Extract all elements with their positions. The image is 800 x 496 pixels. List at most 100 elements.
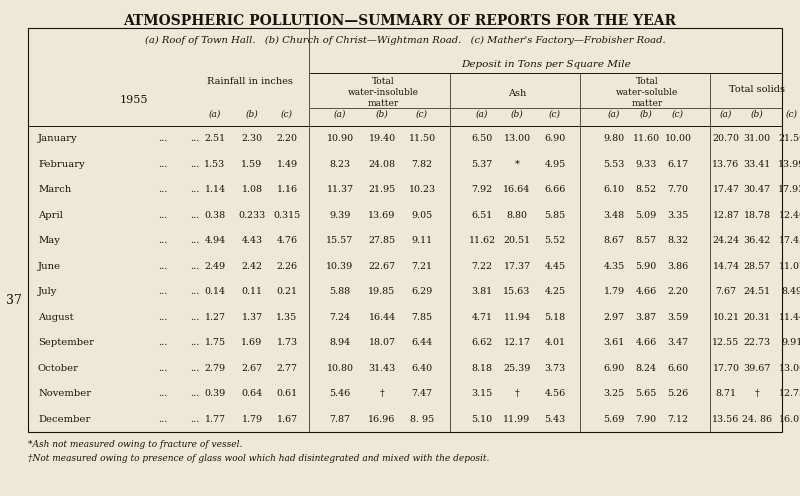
Text: 0.11: 0.11 (242, 287, 262, 296)
Text: 5.69: 5.69 (603, 415, 625, 424)
Text: 27.85: 27.85 (369, 236, 395, 245)
Text: (c): (c) (281, 110, 293, 119)
Text: ...: ... (190, 287, 199, 296)
Text: 5.37: 5.37 (471, 160, 493, 169)
Text: 1.37: 1.37 (242, 313, 262, 322)
Text: (c): (c) (786, 110, 798, 119)
Text: 11.44: 11.44 (778, 313, 800, 322)
Text: 2.79: 2.79 (205, 364, 226, 373)
Text: 1.79: 1.79 (242, 415, 262, 424)
Text: *Ash not measured owing to fracture of vessel.: *Ash not measured owing to fracture of v… (28, 440, 242, 449)
Text: ...: ... (158, 364, 167, 373)
Text: 9.11: 9.11 (411, 236, 433, 245)
Text: (a): (a) (476, 110, 488, 119)
Text: 12.40: 12.40 (778, 211, 800, 220)
Text: 4.66: 4.66 (635, 287, 657, 296)
Text: *: * (514, 160, 519, 169)
Text: 20.70: 20.70 (713, 134, 739, 143)
Text: February: February (38, 160, 85, 169)
Text: 2.49: 2.49 (205, 262, 226, 271)
Text: 3.47: 3.47 (667, 338, 689, 347)
Text: 5.26: 5.26 (667, 389, 689, 398)
Text: Total
water-insoluble
matter: Total water-insoluble matter (347, 77, 418, 108)
Text: 3.61: 3.61 (603, 338, 625, 347)
Text: March: March (38, 185, 71, 194)
Text: †: † (754, 389, 759, 398)
Text: 11.50: 11.50 (409, 134, 435, 143)
Text: 10.80: 10.80 (326, 364, 354, 373)
Text: 9.39: 9.39 (330, 211, 350, 220)
Text: 3.35: 3.35 (667, 211, 689, 220)
Text: 10.00: 10.00 (665, 134, 691, 143)
Text: ...: ... (158, 313, 167, 322)
Text: 1.49: 1.49 (277, 160, 298, 169)
Text: 1955: 1955 (120, 95, 148, 105)
Text: ...: ... (190, 262, 199, 271)
Text: 1.69: 1.69 (242, 338, 262, 347)
Text: ...: ... (190, 313, 199, 322)
Text: 0.61: 0.61 (277, 389, 298, 398)
Text: 16.07: 16.07 (778, 415, 800, 424)
Text: 6.90: 6.90 (603, 364, 625, 373)
Text: 0.38: 0.38 (205, 211, 226, 220)
Text: 1.53: 1.53 (204, 160, 226, 169)
Text: 7.87: 7.87 (330, 415, 350, 424)
Text: 7.24: 7.24 (330, 313, 350, 322)
Text: Rainfall in inches: Rainfall in inches (207, 77, 293, 86)
Text: 7.70: 7.70 (667, 185, 689, 194)
Text: 20.51: 20.51 (503, 236, 530, 245)
Text: ...: ... (158, 236, 167, 245)
Text: May: May (38, 236, 60, 245)
Text: April: April (38, 211, 63, 220)
Text: 30.47: 30.47 (743, 185, 770, 194)
Text: 5.46: 5.46 (330, 389, 350, 398)
Text: ...: ... (158, 338, 167, 347)
Text: 2.97: 2.97 (603, 313, 625, 322)
Text: 11.99: 11.99 (503, 415, 530, 424)
Text: ATMOSPHERIC POLLUTION—SUMMARY OF REPORTS FOR THE YEAR: ATMOSPHERIC POLLUTION—SUMMARY OF REPORTS… (123, 14, 677, 28)
Text: 0.233: 0.233 (238, 211, 266, 220)
Text: 1.27: 1.27 (205, 313, 226, 322)
Text: 12.87: 12.87 (713, 211, 739, 220)
Text: 1.79: 1.79 (603, 287, 625, 296)
Text: 1.77: 1.77 (205, 415, 226, 424)
Text: 21.95: 21.95 (368, 185, 396, 194)
Text: 3.87: 3.87 (635, 313, 657, 322)
Text: September: September (38, 338, 94, 347)
Text: 22.67: 22.67 (369, 262, 395, 271)
Text: 12.17: 12.17 (503, 338, 530, 347)
Text: 20.31: 20.31 (743, 313, 770, 322)
Text: 28.57: 28.57 (743, 262, 770, 271)
Text: †: † (380, 389, 384, 398)
Text: 11.62: 11.62 (469, 236, 495, 245)
Text: 7.82: 7.82 (411, 160, 433, 169)
Text: 7.90: 7.90 (635, 415, 657, 424)
Text: 4.66: 4.66 (635, 338, 657, 347)
Text: 0.21: 0.21 (277, 287, 298, 296)
Text: 5.43: 5.43 (544, 415, 566, 424)
Text: 5.52: 5.52 (544, 236, 566, 245)
Text: 33.41: 33.41 (743, 160, 770, 169)
Text: 2.26: 2.26 (277, 262, 298, 271)
Text: 1.14: 1.14 (205, 185, 226, 194)
Text: ...: ... (190, 134, 199, 143)
Text: (a): (a) (334, 110, 346, 119)
Text: †Not measured owing to presence of glass wool which had disintegrated and mixed : †Not measured owing to presence of glass… (28, 454, 490, 463)
Text: ...: ... (190, 160, 199, 169)
Text: 6.40: 6.40 (411, 364, 433, 373)
Text: (c): (c) (672, 110, 684, 119)
Text: 8.24: 8.24 (635, 364, 657, 373)
Text: 0.64: 0.64 (242, 389, 262, 398)
Text: 7.85: 7.85 (411, 313, 433, 322)
Text: 11.07: 11.07 (778, 262, 800, 271)
Text: 7.47: 7.47 (411, 389, 433, 398)
Text: 4.56: 4.56 (544, 389, 566, 398)
Text: 17.37: 17.37 (503, 262, 530, 271)
Text: 8.52: 8.52 (635, 185, 657, 194)
Text: Deposit in Tons per Square Mile: Deposit in Tons per Square Mile (461, 60, 631, 69)
Text: (c): (c) (416, 110, 428, 119)
Text: 4.01: 4.01 (545, 338, 566, 347)
Text: ...: ... (190, 364, 199, 373)
Text: Total
water-soluble
matter: Total water-soluble matter (616, 77, 678, 108)
Text: 31.00: 31.00 (743, 134, 770, 143)
